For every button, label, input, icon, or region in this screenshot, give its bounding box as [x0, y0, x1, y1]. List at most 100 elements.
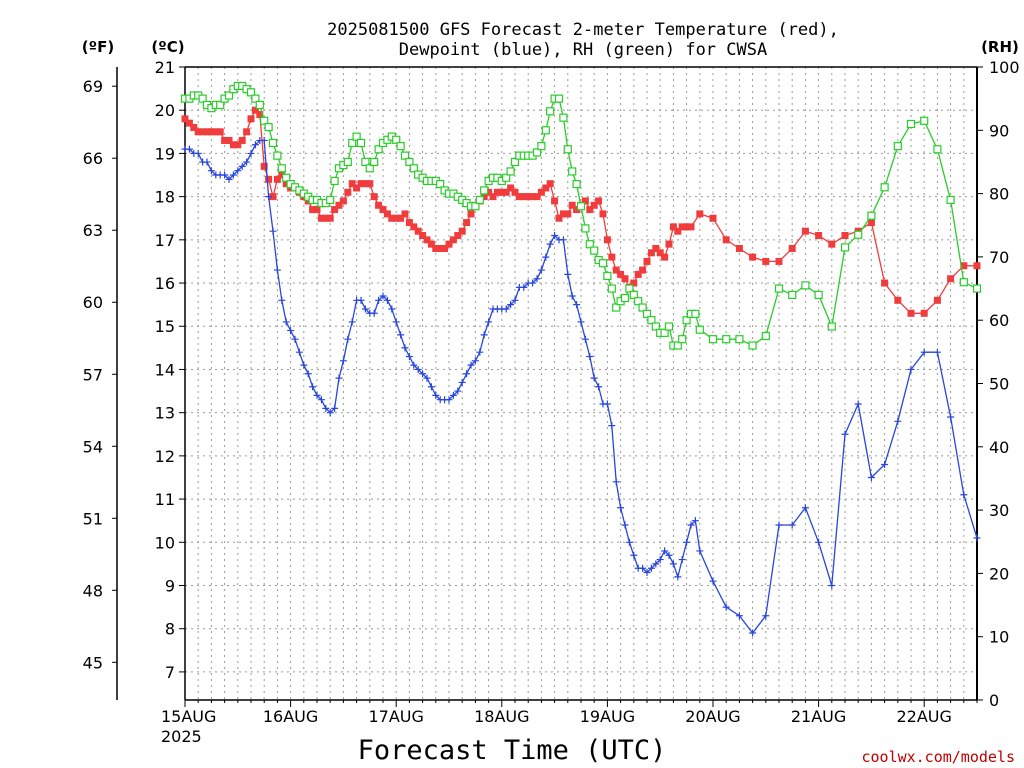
temperature-point: [555, 214, 563, 222]
rh-point: [554, 94, 564, 103]
dewpoint-point: [375, 296, 383, 304]
temperature-point: [678, 223, 686, 231]
dewpoint-point: [238, 162, 246, 170]
temperature-point: [441, 244, 449, 252]
dewpoint-point: [630, 551, 638, 559]
dewpoint-point: [933, 348, 941, 356]
temperature-point: [278, 171, 286, 179]
rh-tick-label: 40: [989, 438, 1009, 457]
celsius-tick-label: 11: [155, 490, 175, 509]
credit-link[interactable]: coolwx.com/models: [861, 748, 1015, 766]
temperature-point: [317, 214, 325, 222]
dewpoint-point: [687, 521, 695, 529]
rh-point: [546, 107, 555, 116]
temperature-point: [881, 279, 889, 287]
dewpoint-point: [542, 253, 550, 261]
rh-tick-label: 70: [989, 248, 1009, 267]
dewpoint-point: [590, 374, 598, 382]
celsius-tick-label: 7: [165, 663, 175, 682]
temperature-point: [405, 219, 413, 227]
rh-point: [475, 195, 484, 205]
dewpoint-point: [603, 400, 611, 408]
temperature-point: [643, 257, 651, 265]
fahrenheit-tick-label: 45: [83, 653, 103, 672]
temperature-point: [551, 197, 559, 205]
x-tick-label: 15AUG: [161, 707, 216, 726]
dewpoint-point: [207, 167, 215, 175]
celsius-tick-label: 15: [155, 317, 175, 336]
temperature-point: [216, 128, 224, 136]
temperature-point: [722, 236, 730, 244]
temperature-point: [612, 266, 620, 274]
temperature-point: [190, 123, 198, 131]
rh-point: [356, 138, 366, 148]
temperature-point: [199, 128, 207, 136]
dewpoint-point: [295, 348, 303, 356]
rh-point: [282, 173, 291, 182]
temperature-point: [229, 141, 237, 149]
temperature-point: [656, 249, 664, 257]
temperature-point: [388, 214, 396, 222]
dewpoint-point: [828, 581, 836, 589]
temperature-point: [599, 210, 607, 218]
temperature-series: [181, 106, 981, 317]
rh-point: [691, 309, 700, 318]
dewpoint-point: [537, 266, 545, 274]
dewpoint-point: [269, 227, 277, 235]
fahrenheit-tick-label: 60: [83, 293, 103, 312]
rh-point: [370, 157, 379, 167]
rh-point: [708, 335, 718, 344]
rh-point: [361, 157, 370, 167]
celsius-tick-label: 10: [155, 533, 175, 552]
rh-point: [682, 316, 691, 325]
temperature-point: [515, 193, 523, 201]
rh-point: [598, 259, 608, 268]
temperature-point: [326, 214, 334, 222]
temperature-point: [260, 162, 268, 170]
x-tick-sublabel: 2025: [161, 727, 202, 746]
dewpoint-point: [326, 409, 334, 417]
rh-point: [651, 322, 660, 331]
temperature-point: [361, 180, 369, 188]
rh-point: [224, 91, 234, 100]
temperature-point: [775, 257, 783, 265]
dewpoint-point: [278, 296, 286, 304]
rh-point: [246, 88, 256, 97]
rh-point: [348, 138, 357, 148]
temperature-point: [309, 206, 317, 214]
dewpoint-point: [696, 547, 704, 555]
dewpoint-point: [709, 577, 717, 585]
celsius-tick-label: 13: [155, 404, 175, 423]
temperature-point: [234, 141, 242, 149]
dewpoint-point: [639, 564, 647, 572]
temperature-point: [212, 128, 220, 136]
rh-point: [735, 335, 744, 344]
temperature-point: [379, 206, 387, 214]
temperature-point: [256, 111, 264, 119]
chart-title-line1: 2025081500 GFS Forecast 2-meter Temperat…: [327, 20, 839, 40]
temperature-point: [564, 210, 572, 218]
rh-point: [502, 173, 511, 182]
dewpoint-point: [348, 318, 356, 326]
celsius-tick-label: 17: [155, 231, 175, 250]
rh-tick-label: 90: [989, 121, 1009, 140]
fahrenheit-tick-label: 69: [83, 77, 103, 96]
rh-point: [471, 202, 480, 211]
dewpoint-point: [339, 357, 347, 365]
rh-point: [559, 113, 568, 122]
temperature-point: [247, 115, 255, 123]
dewpoint-point: [625, 538, 633, 546]
rh-point: [801, 281, 810, 290]
temperature-point: [339, 197, 347, 205]
dewpoint-point: [467, 361, 475, 369]
rh-point: [581, 224, 590, 233]
temperature-point: [467, 210, 475, 218]
fahrenheit-tick-label: 54: [83, 437, 103, 456]
dewpoint-point: [546, 240, 554, 248]
dewpoint-point: [313, 391, 321, 399]
temperature-point: [353, 184, 361, 192]
rh-point: [959, 278, 968, 287]
dewpoint-point: [304, 370, 312, 378]
rh-point: [365, 164, 374, 173]
dewpoint-point: [485, 318, 493, 326]
